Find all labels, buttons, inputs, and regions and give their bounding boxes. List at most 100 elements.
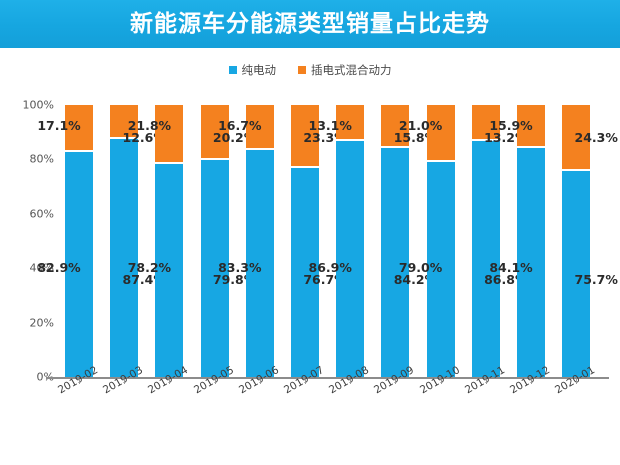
x-axis-tick: [485, 379, 487, 384]
bar-value-label-bev: 84.2%: [393, 272, 438, 287]
bar-segment-phev[interactable]: [245, 105, 274, 149]
bar-segment-bev[interactable]: [562, 171, 591, 377]
bar-segment-phev[interactable]: [336, 105, 365, 139]
bar-segment-phev[interactable]: [426, 105, 455, 161]
bar-value-label-phev: 12.6%: [122, 130, 166, 145]
bar-segment-divider: [245, 148, 274, 151]
bar-segment-divider: [155, 162, 184, 165]
x-axis-line: [46, 377, 609, 379]
bar-value-label-phev: 23.3%: [303, 130, 347, 145]
bar-value-label-phev: 15.8%: [393, 130, 438, 145]
bar-segment-divider: [381, 145, 410, 148]
bar-segment-divider: [291, 166, 319, 169]
x-axis-tick: [124, 379, 126, 384]
x-axis-tick: [259, 379, 261, 384]
bar-segment-divider: [517, 146, 545, 149]
chart-legend: 纯电动 插电式混合动力: [0, 60, 620, 80]
page-title: 新能源车分能源类型销量占比走势: [130, 10, 490, 37]
x-axis-tick: [531, 379, 532, 384]
bar-value-label-bev: 86.9%: [308, 260, 352, 275]
bar-segment-bev[interactable]: [336, 140, 365, 377]
legend-swatch-icon-phev: [298, 66, 306, 74]
x-axis-tick: [305, 379, 306, 384]
bar-group[interactable]: [291, 105, 319, 377]
bar-value-label-bev: 78.2%: [127, 260, 172, 275]
x-axis-tick: [79, 379, 80, 384]
bar-value-label-phev: 17.1%: [37, 118, 81, 133]
bar-value-label-bev: 79.8%: [212, 272, 257, 287]
bar-group[interactable]: [471, 105, 500, 377]
legend-item-bev[interactable]: 纯电动: [228, 62, 277, 78]
bar-group[interactable]: [336, 105, 365, 377]
x-axis-tick: [169, 379, 171, 384]
y-axis-tick-label: 0%: [8, 371, 54, 384]
bar-segment-divider: [65, 149, 93, 152]
bar-value-label-phev: 13.1%: [308, 118, 352, 133]
bar-value-label-phev: 20.2%: [212, 130, 257, 145]
bar-segment-phev[interactable]: [200, 105, 229, 158]
chart-title-bar: 新能源车分能源类型销量占比走势: [0, 0, 620, 48]
bar-group[interactable]: [426, 105, 455, 377]
bar-segment-phev[interactable]: [110, 105, 139, 138]
y-axis-tick-label: 100%: [22, 98, 54, 112]
bar-value-label-phev: 24.3%: [574, 130, 618, 145]
bar-segment-phev[interactable]: [291, 105, 319, 167]
bar-segment-bev[interactable]: [155, 164, 184, 377]
bar-value-label-phev: 15.9%: [489, 118, 533, 133]
bar-group[interactable]: [110, 105, 139, 377]
bar-value-label-bev: 87.4%: [122, 272, 166, 287]
bar-value-label-phev: 13.2%: [484, 130, 528, 145]
bar-value-label-phev: 16.7%: [218, 118, 262, 133]
bar-segment-phev[interactable]: [381, 105, 410, 146]
y-axis-tick-label: 60%: [29, 207, 54, 221]
bar-segment-bev[interactable]: [200, 159, 229, 377]
bar-value-label-bev: 86.8%: [484, 272, 528, 287]
chart-plot-area: 100% 80% 60% 40% 20% 0% 17.1%82.9%2019-0…: [0, 88, 620, 465]
bar-segment-bev[interactable]: [110, 139, 139, 377]
bar-value-label-bev: 75.7%: [574, 272, 618, 287]
bar-segment-phev[interactable]: [65, 105, 93, 150]
bar-group[interactable]: [245, 105, 274, 377]
bar-value-label-bev: 82.9%: [37, 260, 81, 275]
bar-segment-divider: [200, 157, 229, 160]
legend-item-phev[interactable]: 插电式混合动力: [298, 62, 392, 78]
bar-value-label-phev: 21.8%: [127, 118, 172, 133]
y-axis-tick-label: 20%: [29, 316, 54, 330]
bar-group[interactable]: [155, 105, 184, 377]
bar-segment-divider: [110, 137, 139, 140]
bar-segment-phev[interactable]: [155, 105, 184, 163]
bar-group[interactable]: [517, 105, 545, 377]
legend-label-phev: 插电式混合动力: [311, 63, 392, 77]
bar-group[interactable]: [381, 105, 410, 377]
bar-group[interactable]: [200, 105, 229, 377]
bar-segment-phev[interactable]: [562, 105, 591, 170]
x-axis-tick: [350, 379, 352, 384]
bar-value-label-bev: 84.1%: [489, 260, 533, 275]
bar-segment-phev[interactable]: [471, 105, 500, 139]
bar-segment-phev[interactable]: [517, 105, 545, 147]
y-axis-tick-label: 80%: [29, 152, 54, 166]
bar-segment-bev[interactable]: [291, 168, 319, 377]
legend-label-bev: 纯电动: [241, 63, 277, 77]
bar-segment-bev[interactable]: [426, 162, 455, 377]
x-axis-tick: [440, 379, 442, 384]
bar-group[interactable]: [65, 105, 93, 377]
bar-segment-bev[interactable]: [517, 148, 545, 377]
y-axis-tick-label: 40%: [29, 261, 54, 275]
x-axis-tick: [395, 379, 397, 384]
x-axis-tick: [214, 379, 216, 384]
bar-value-label-bev: 79.0%: [398, 260, 443, 275]
bar-group[interactable]: [562, 105, 591, 377]
bar-value-label-bev: 76.7%: [303, 272, 347, 287]
bar-segment-bev[interactable]: [471, 140, 500, 377]
bar-segment-divider: [426, 160, 455, 163]
bar-segment-divider: [562, 169, 591, 172]
bar-segment-bev[interactable]: [245, 150, 274, 377]
x-axis-tick: [576, 379, 578, 384]
bar-segment-bev[interactable]: [65, 151, 93, 377]
legend-swatch-icon-bev: [228, 66, 237, 74]
bar-segment-bev[interactable]: [381, 147, 410, 377]
bar-value-label-bev: 83.3%: [218, 260, 262, 275]
bar-value-label-phev: 21.0%: [398, 118, 443, 133]
bar-segment-divider: [471, 138, 500, 141]
